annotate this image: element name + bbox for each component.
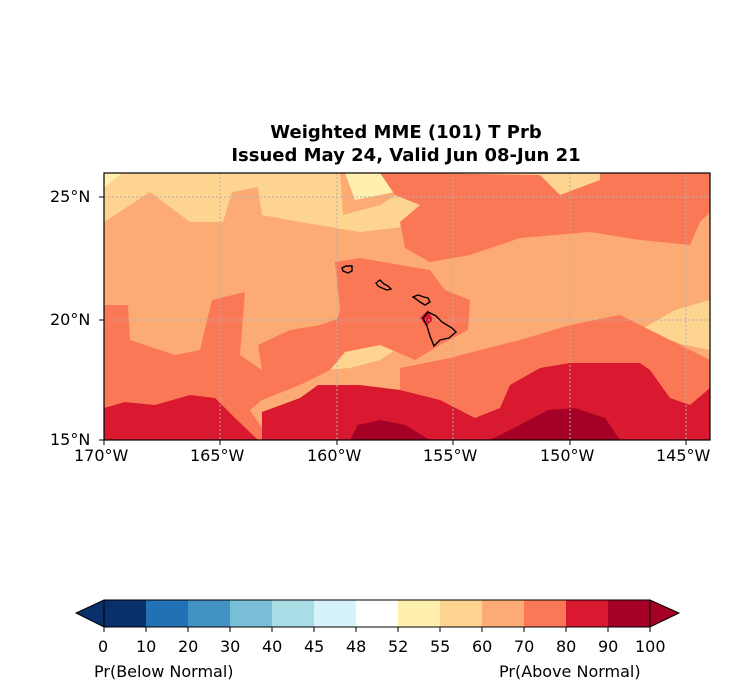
gridlines [104, 173, 710, 440]
x-tick-label: 150°W [540, 446, 595, 465]
contour-55-60-north [104, 173, 710, 232]
colorbar-extend-below [74, 599, 105, 628]
oahu-outline [375, 279, 393, 291]
contour-52-55-nw [104, 173, 122, 188]
colorbar-segment-55-60 [440, 600, 482, 627]
colorbar-segment-70-80 [524, 600, 566, 627]
contour-80-90-bigisland [420, 310, 433, 326]
colorbar [74, 599, 681, 632]
colorbar-tick-label: 40 [262, 637, 283, 656]
colorbar-tick-label: 30 [220, 637, 241, 656]
y-tick-label: 25°N [50, 187, 91, 206]
kauai-outline [341, 265, 353, 274]
x-tick-label: 145°W [656, 446, 711, 465]
contour-90-100-central [350, 420, 430, 440]
contour-90-100-east [490, 408, 620, 440]
colorbar-segment-0-10 [104, 600, 146, 627]
map-frame [103, 172, 711, 441]
x-tick-label: 155°W [423, 446, 478, 465]
colorbar-tick-label: 45 [304, 637, 325, 656]
contour-70-80-northeast [380, 173, 710, 262]
colorbar-segment-45-48 [314, 600, 356, 627]
x-tick-label: 160°W [307, 446, 362, 465]
colorbar-segment-52-55 [398, 600, 440, 627]
axis-ticks [99, 196, 687, 445]
colorbar-tick-label: 100 [635, 637, 666, 656]
colorbar-tick-label: 20 [178, 637, 199, 656]
colorbar-tick-label: 70 [514, 637, 535, 656]
colorbar-right-label: Pr(Above Normal) [499, 662, 641, 681]
colorbar-extend-above [649, 599, 681, 628]
colorbar-tick-label: 52 [388, 637, 409, 656]
colorbar-tick-label: 55 [430, 637, 451, 656]
y-tick-label: 15°N [50, 430, 91, 449]
colorbar-segment-90-100 [608, 600, 650, 627]
colorbar-tick-label: 90 [598, 637, 619, 656]
colorbar-tick-label: 48 [346, 637, 367, 656]
x-tick-label: 170°W [74, 446, 129, 465]
contour-70-80-islands [330, 258, 470, 360]
colorbar-tick-label: 80 [556, 637, 577, 656]
map-title-line1: Weighted MME (101) T Prb [270, 122, 542, 143]
colorbar-segment-30-40 [230, 600, 272, 627]
big-island-outline [422, 311, 458, 348]
hawaii-coastline [341, 265, 458, 348]
probability-field [104, 173, 710, 440]
contour-55-60-central [325, 340, 400, 370]
map-title-line2: Issued May 24, Valid Jun 08-Jun 21 [231, 145, 581, 166]
colorbar-tick-label: 60 [472, 637, 493, 656]
colorbar-segment-48-52 [356, 600, 398, 627]
colorbar-segment-20-30 [188, 600, 230, 627]
x-tick-label: 165°W [190, 446, 245, 465]
colorbar-segment-40-45 [272, 600, 314, 627]
contour-55-60-east [640, 300, 710, 350]
colorbar-tick-label: 0 [98, 637, 109, 656]
colorbar-segment-10-20 [146, 600, 188, 627]
maui-molokai-outline [411, 294, 431, 306]
colorbar-left-label: Pr(Below Normal) [94, 662, 234, 681]
y-tick-label: 20°N [50, 310, 91, 329]
colorbar-segment-80-90 [566, 600, 608, 627]
colorbar-frame [103, 599, 651, 628]
colorbar-segment-60-70 [482, 600, 524, 627]
colorbar-tick-label: 10 [136, 637, 157, 656]
